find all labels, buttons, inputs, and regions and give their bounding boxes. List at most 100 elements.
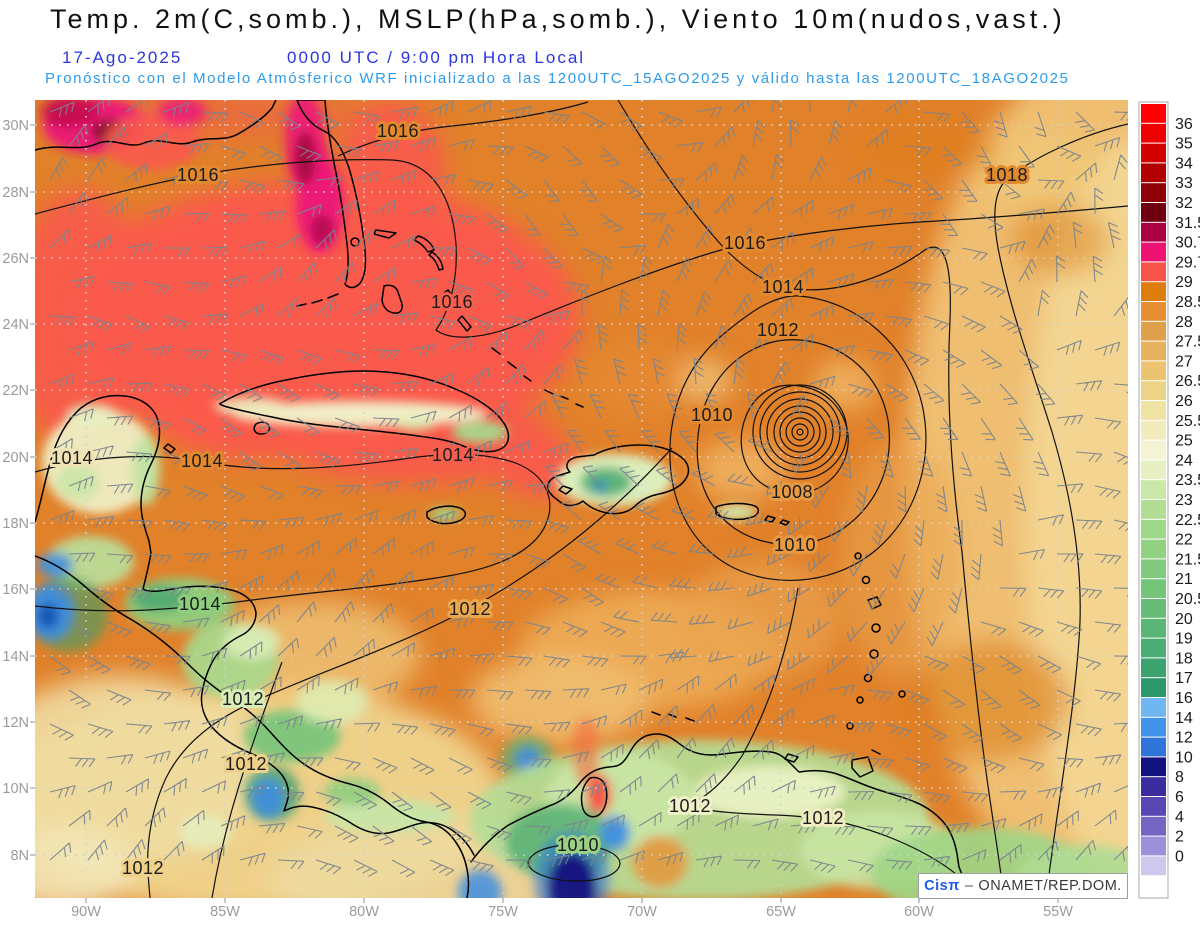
isobar-label: 1012 xyxy=(449,599,491,619)
lat-label: 16N xyxy=(2,582,29,598)
colorbar-tick-label: 20 xyxy=(1175,611,1193,628)
colorbar-tick-label: 8 xyxy=(1175,769,1184,786)
colorbar-segment xyxy=(1141,698,1166,717)
colorbar-tick-label: 35 xyxy=(1175,136,1193,153)
colorbar-segment xyxy=(1141,163,1166,183)
temperature-colorbar: 363534333231.530.729.72928.52827.52726.5… xyxy=(1138,101,1200,899)
page-title: Temp. 2m(C,somb.), MSLP(hPa,somb.), Vien… xyxy=(50,4,1066,34)
colorbar-tick-label: 17 xyxy=(1175,670,1193,687)
colorbar-segment xyxy=(1141,440,1166,460)
colorbar-tick-label: 32 xyxy=(1175,195,1193,212)
colorbar-tick-label: 28.5 xyxy=(1175,294,1200,311)
isobar-label: 1016 xyxy=(431,292,473,312)
colorbar-tick-label: 30.7 xyxy=(1175,235,1200,252)
isobar-label: 1016 xyxy=(724,233,766,253)
colorbar-segment xyxy=(1141,836,1166,856)
colorbar-segment xyxy=(1141,321,1166,341)
lon-label: 85W xyxy=(210,904,240,920)
watermark-org: ONAMET/REP.DOM. xyxy=(978,878,1122,894)
isobar-label: 1008 xyxy=(771,482,813,502)
isobars xyxy=(35,100,1128,898)
colorbar-tick-label: 6 xyxy=(1175,789,1184,806)
colorbar-tick-label: 25.5 xyxy=(1175,413,1200,430)
temperature-shading xyxy=(35,100,1128,898)
colorbar-tick-label: 16 xyxy=(1175,690,1193,707)
colorbar-segment xyxy=(1141,104,1166,123)
colorbar-segment xyxy=(1141,123,1166,143)
colorbar-segment xyxy=(1141,599,1166,618)
colorbar-segment xyxy=(1141,678,1166,697)
isobar-label: 1016 xyxy=(377,121,419,141)
colorbar-segment xyxy=(1141,262,1166,282)
colorbar-segment xyxy=(1141,401,1166,420)
colorbar-segment xyxy=(1141,500,1166,519)
colorbar-tick-label: 22 xyxy=(1175,532,1193,549)
colorbar-tick-label: 25 xyxy=(1175,433,1193,450)
axis-labels: 30N 28N 26N 24N 22N 20N 18N 16N 14N 12N 10N 8N 90W 85… xyxy=(2,118,1073,920)
isobar-label: 1010 xyxy=(691,405,733,425)
colorbar-segment xyxy=(1141,480,1166,499)
lon-label: 70W xyxy=(627,904,657,920)
valid-date-line: 17-Ago-2025 0000 UTC / 9:00 pm Hora Loca… xyxy=(62,48,585,68)
colorbar-segment xyxy=(1141,579,1166,598)
colorbar-segment xyxy=(1141,143,1166,163)
isobar-label: 1014 xyxy=(179,594,221,614)
isobar-label: 1014 xyxy=(181,451,223,471)
colorbar-tick-label: 24 xyxy=(1175,452,1193,469)
colorbar-segment xyxy=(1141,856,1166,876)
isobar-label: 1012 xyxy=(802,808,844,828)
colorbar-tick-label: 28 xyxy=(1175,314,1193,331)
colorbar-segment xyxy=(1141,203,1166,222)
colorbar-segment xyxy=(1141,618,1166,638)
lat-label: 20N xyxy=(2,450,29,466)
colorbar-segment xyxy=(1141,539,1166,559)
isobar-label: 1014 xyxy=(762,277,804,297)
colorbar-tick-label: 19 xyxy=(1175,631,1193,648)
colorbar-tick-label: 23 xyxy=(1175,492,1193,509)
colorbar-tick-label: 29.7 xyxy=(1175,254,1200,271)
watermark: Cisπ – ONAMET/REP.DOM. xyxy=(918,873,1128,899)
lon-label: 90W xyxy=(71,904,101,920)
colorbar-tick-label: 29 xyxy=(1175,274,1193,291)
isobar-label: 1014 xyxy=(432,445,474,465)
isobar-label: 1014 xyxy=(51,448,93,468)
isobar-labels: 1016 1016 1018 1016 1014 1012 1016 1014 1014 1014… xyxy=(48,118,1031,881)
isobar-label: 1016 xyxy=(177,165,219,185)
isobar-label: 1012 xyxy=(222,689,264,709)
wind-barbs xyxy=(49,100,1128,878)
lat-label: 22N xyxy=(2,383,29,399)
colorbar-tick-label: 36 xyxy=(1175,116,1193,133)
colorbar-segment xyxy=(1141,638,1166,658)
colorbar-tick-label: 2 xyxy=(1175,829,1184,846)
coastlines xyxy=(35,100,980,898)
colorbar-tick-label: 27.5 xyxy=(1175,334,1200,351)
isobar-label: 1010 xyxy=(557,835,599,855)
colorbar-tick-label: 0 xyxy=(1175,848,1184,865)
colorbar-segment xyxy=(1141,341,1166,361)
colorbar-tick-label: 26.5 xyxy=(1175,373,1200,390)
colorbar-segment xyxy=(1141,242,1166,262)
colorbar-tick-label: 31.5 xyxy=(1175,215,1200,232)
colorbar-tick-label: 26 xyxy=(1175,393,1193,410)
lat-label: 28N xyxy=(2,185,29,201)
colorbar-segment xyxy=(1141,361,1166,381)
colorbar-segment xyxy=(1141,797,1166,816)
colorbar-tick-label: 27 xyxy=(1175,353,1193,370)
isobar-label: 1010 xyxy=(774,535,816,555)
watermark-separator: – xyxy=(964,878,974,894)
colorbar-segment xyxy=(1141,183,1166,202)
colorbar-segment xyxy=(1141,737,1166,757)
lon-label: 65W xyxy=(766,904,796,920)
colorbar-tick-label: 34 xyxy=(1175,155,1193,172)
colorbar-segment xyxy=(1141,876,1166,895)
colorbar-segment xyxy=(1141,816,1166,836)
colorbar-tick-label: 23.5 xyxy=(1175,472,1200,489)
lon-label: 55W xyxy=(1043,904,1073,920)
lat-label: 8N xyxy=(10,848,29,864)
colorbar-tick-label: 12 xyxy=(1175,730,1193,747)
colorbar-segment xyxy=(1141,559,1166,579)
colorbar-segment xyxy=(1141,777,1166,796)
lat-label: 10N xyxy=(2,781,29,797)
